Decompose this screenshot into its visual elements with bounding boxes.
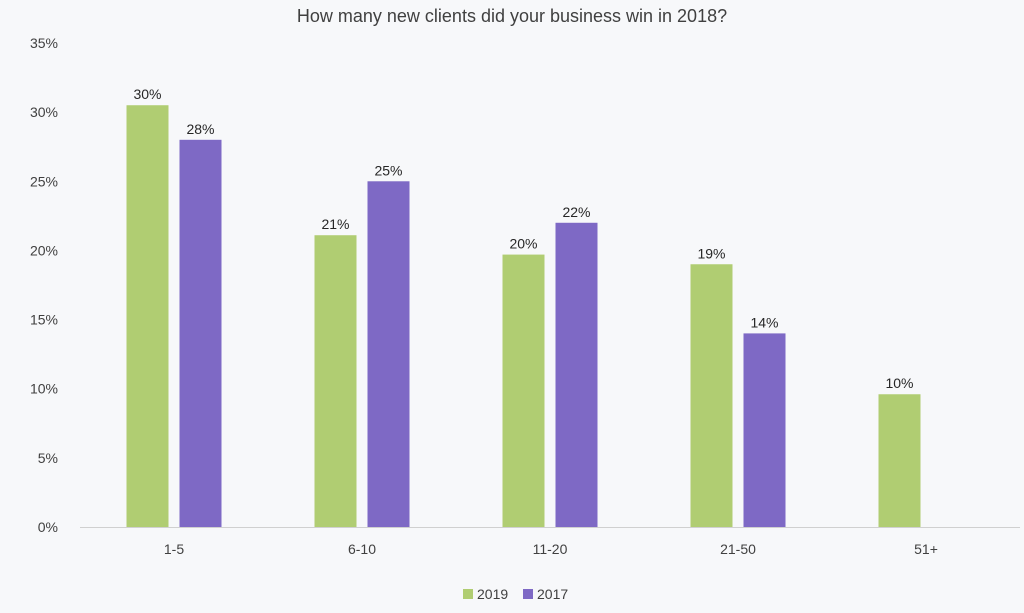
bar-2019-6-10 — [314, 235, 357, 527]
bar-2017-6-10 — [367, 181, 410, 528]
bar-2017-1-5 — [179, 139, 222, 528]
y-tick-label: 5% — [38, 450, 58, 466]
x-axis: 1-5 6-10 11-20 21-50 51+ — [164, 541, 938, 557]
data-label: 30% — [133, 86, 161, 102]
y-tick-label: 20% — [30, 242, 58, 258]
x-tick-label: 51+ — [914, 541, 938, 557]
data-label: 10% — [885, 375, 913, 391]
bar-2019-1-5 — [126, 105, 169, 527]
y-tick-label: 0% — [38, 519, 58, 535]
data-label: 28% — [186, 121, 214, 137]
x-tick-label: 6-10 — [348, 541, 376, 557]
bar-2017-11-20 — [555, 222, 598, 527]
bars — [126, 105, 921, 528]
x-tick-label: 11-20 — [533, 541, 568, 557]
legend-label: 2019 — [477, 586, 508, 602]
legend-swatch-2017 — [523, 589, 533, 599]
data-label: 21% — [321, 216, 349, 232]
bar-2019-51+ — [878, 394, 921, 527]
legend-label: 2017 — [537, 586, 568, 602]
data-label: 25% — [374, 162, 402, 178]
data-label: 14% — [750, 314, 778, 330]
data-label: 19% — [697, 245, 725, 261]
y-tick-label: 15% — [30, 312, 58, 328]
y-tick-label: 25% — [30, 173, 58, 189]
y-tick-label: 10% — [30, 381, 58, 397]
x-tick-label: 1-5 — [164, 541, 184, 557]
chart-title: How many new clients did your business w… — [297, 6, 727, 26]
bar-2019-21-50 — [690, 264, 733, 527]
legend-swatch-2019 — [463, 589, 473, 599]
y-tick-label: 30% — [30, 104, 58, 120]
data-labels: 30% 28% 21% 25% 20% 22% 19% 14% 10% — [133, 86, 913, 391]
y-tick-label: 35% — [30, 35, 58, 51]
bar-2019-11-20 — [502, 254, 545, 527]
data-label: 20% — [509, 236, 537, 252]
x-tick-label: 21-50 — [720, 541, 756, 557]
data-label: 22% — [562, 204, 590, 220]
bar-2017-21-50 — [743, 333, 786, 527]
y-axis: 0% 5% 10% 15% 20% 25% 30% 35% — [30, 35, 58, 535]
legend: 2019 2017 — [463, 586, 568, 602]
